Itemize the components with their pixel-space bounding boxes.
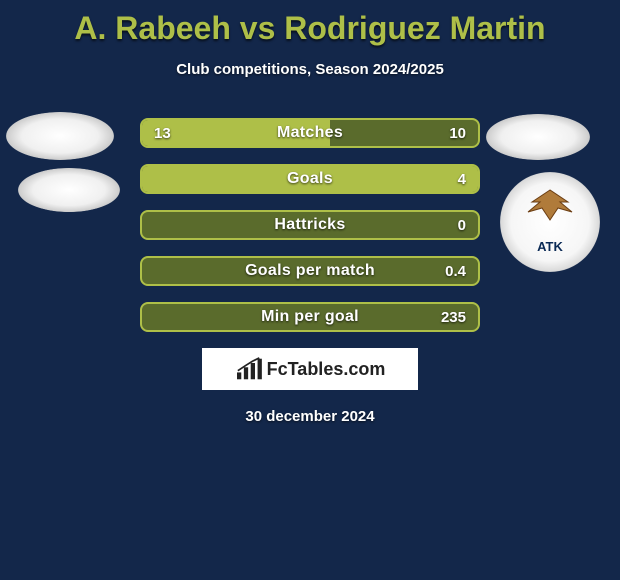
stat-label: Hattricks (142, 212, 478, 238)
stat-right-value: 10 (449, 120, 466, 146)
comparison-stats: 13 Matches 10 Goals 4 Hattricks 0 Goals … (0, 118, 620, 332)
stat-right-value: 0 (458, 212, 466, 238)
bar-chart-icon (235, 357, 263, 381)
stat-row-matches: 13 Matches 10 (140, 118, 480, 148)
stat-row-gpm: Goals per match 0.4 (140, 256, 480, 286)
stat-right-value: 4 (458, 166, 466, 192)
stat-row-hattricks: Hattricks 0 (140, 210, 480, 240)
page-title: A. Rabeeh vs Rodriguez Martin (0, 0, 620, 47)
date-text: 30 december 2024 (0, 408, 620, 425)
stat-label: Matches (142, 120, 478, 146)
stat-label: Goals (142, 166, 478, 192)
stat-right-value: 235 (441, 304, 466, 330)
stat-row-mpg: Min per goal 235 (140, 302, 480, 332)
subtitle: Club competitions, Season 2024/2025 (0, 61, 620, 78)
watermark: FcTables.com (202, 348, 418, 390)
stat-right-value: 0.4 (445, 258, 466, 284)
stat-label: Goals per match (142, 258, 478, 284)
stat-label: Min per goal (142, 304, 478, 330)
stat-row-goals: Goals 4 (140, 164, 480, 194)
watermark-text: FcTables.com (267, 359, 386, 380)
